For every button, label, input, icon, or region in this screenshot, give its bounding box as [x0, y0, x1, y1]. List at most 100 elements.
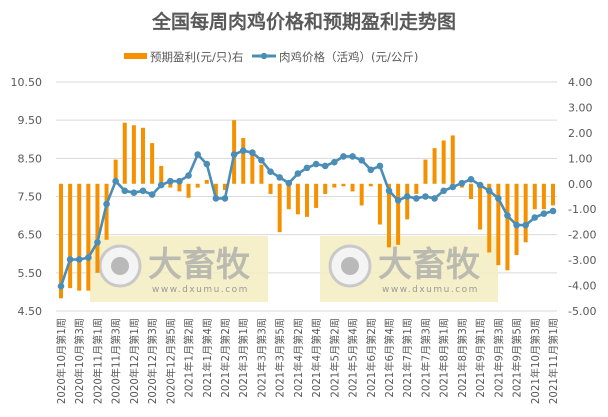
profit-bar[interactable] — [450, 135, 455, 184]
profit-bar[interactable] — [305, 183, 309, 217]
legend-item-profit[interactable]: 预期盈利(元/只)右 — [124, 50, 243, 64]
price-point[interactable] — [358, 156, 365, 164]
legend-item-price[interactable]: 肉鸡价格（活鸡）(元/公斤) — [252, 50, 418, 64]
price-point[interactable] — [440, 187, 447, 195]
profit-bar[interactable] — [377, 183, 382, 225]
price-point[interactable] — [504, 212, 511, 219]
profit-bar[interactable] — [314, 183, 319, 208]
profit-bar[interactable] — [496, 183, 501, 266]
profit-bar[interactable] — [86, 183, 91, 291]
profit-bar[interactable] — [177, 183, 182, 192]
profit-bar[interactable] — [332, 183, 337, 188]
price-point[interactable] — [103, 200, 110, 208]
price-point[interactable] — [467, 176, 475, 183]
price-point[interactable] — [157, 181, 165, 189]
price-point[interactable] — [531, 214, 539, 221]
price-point[interactable] — [185, 172, 192, 179]
profit-bar[interactable] — [223, 183, 227, 191]
price-point[interactable] — [495, 195, 502, 202]
profit-bar[interactable] — [368, 183, 373, 187]
profit-bar[interactable] — [350, 183, 355, 192]
price-point[interactable] — [513, 221, 520, 229]
price-point[interactable] — [148, 191, 156, 198]
profit-bar[interactable] — [323, 183, 328, 194]
profit-bar[interactable] — [286, 183, 291, 210]
price-point[interactable] — [130, 189, 138, 196]
profit-bar[interactable] — [168, 183, 173, 188]
price-point[interactable] — [422, 193, 429, 200]
price-point[interactable] — [476, 181, 484, 189]
profit-bar[interactable] — [95, 183, 100, 273]
profit-bar[interactable] — [505, 183, 510, 271]
price-point[interactable] — [285, 179, 293, 187]
price-point[interactable] — [258, 156, 265, 164]
profit-bar[interactable] — [104, 183, 109, 240]
price-point[interactable] — [549, 207, 557, 215]
price-point[interactable] — [267, 168, 274, 175]
price-point[interactable] — [413, 195, 420, 202]
price-point[interactable] — [203, 160, 211, 168]
price-point[interactable] — [57, 282, 65, 290]
profit-bar[interactable] — [259, 164, 264, 184]
profit-bar[interactable] — [141, 127, 145, 184]
price-point[interactable] — [94, 239, 101, 246]
price-point[interactable] — [431, 195, 438, 202]
profit-bar[interactable] — [359, 183, 364, 206]
price-point[interactable] — [112, 177, 119, 185]
profit-bar[interactable] — [204, 179, 209, 184]
price-point[interactable] — [75, 256, 83, 263]
profit-bar[interactable] — [122, 122, 127, 184]
profit-bar[interactable] — [532, 183, 537, 210]
price-point[interactable] — [394, 197, 402, 204]
price-point[interactable] — [294, 170, 302, 177]
profit-bar[interactable] — [469, 183, 473, 200]
profit-bar[interactable] — [541, 183, 546, 210]
profit-bar[interactable] — [68, 183, 73, 289]
profit-bar[interactable] — [478, 183, 483, 230]
profit-bar[interactable] — [131, 125, 136, 184]
price-point[interactable] — [331, 158, 338, 166]
price-point[interactable] — [66, 256, 74, 263]
profit-bar[interactable] — [195, 183, 200, 188]
price-point[interactable] — [458, 179, 466, 187]
price-point[interactable] — [403, 193, 411, 200]
profit-bar[interactable] — [405, 183, 410, 220]
profit-bar[interactable] — [186, 183, 191, 198]
price-point[interactable] — [121, 187, 129, 195]
price-point[interactable] — [522, 221, 529, 229]
profit-bar[interactable] — [551, 183, 555, 206]
profit-bar[interactable] — [396, 183, 401, 245]
profit-bar[interactable] — [150, 143, 155, 184]
price-point[interactable] — [385, 187, 393, 195]
price-point[interactable] — [303, 164, 311, 172]
price-point[interactable] — [139, 187, 147, 195]
profit-bar[interactable] — [59, 183, 63, 299]
price-point[interactable] — [367, 166, 375, 174]
price-point[interactable] — [312, 160, 320, 168]
profit-bar[interactable] — [277, 183, 282, 233]
price-point[interactable] — [485, 187, 493, 195]
price-point[interactable] — [85, 254, 92, 261]
price-point[interactable] — [249, 149, 256, 156]
price-point[interactable] — [239, 147, 247, 154]
profit-bar[interactable] — [341, 183, 346, 187]
profit-bar[interactable] — [514, 183, 519, 256]
price-point[interactable] — [212, 195, 220, 202]
price-point[interactable] — [194, 151, 201, 158]
profit-bar[interactable] — [487, 183, 492, 253]
profit-bar[interactable] — [414, 183, 419, 194]
profit-bar[interactable] — [113, 159, 118, 184]
price-point[interactable] — [230, 151, 238, 158]
price-point[interactable] — [540, 210, 548, 217]
price-point[interactable] — [276, 174, 283, 181]
profit-bar[interactable] — [250, 153, 255, 184]
profit-bar[interactable] — [268, 183, 273, 194]
price-point[interactable] — [349, 153, 356, 160]
price-point[interactable] — [321, 162, 329, 170]
price-point[interactable] — [221, 195, 229, 202]
profit-bar[interactable] — [423, 159, 428, 184]
price-point[interactable] — [176, 177, 183, 185]
profit-bar[interactable] — [387, 183, 391, 248]
price-point[interactable] — [167, 177, 174, 185]
price-point[interactable] — [376, 162, 384, 170]
